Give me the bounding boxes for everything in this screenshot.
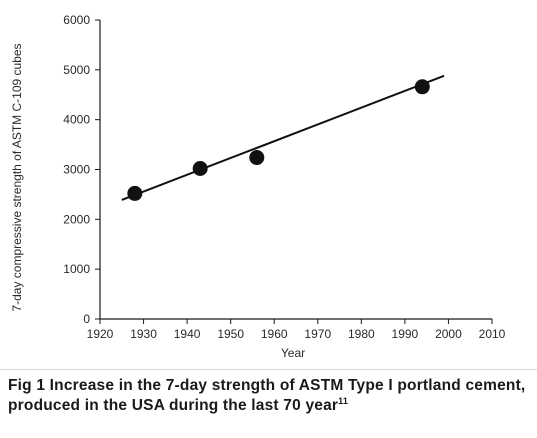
y-tick-label: 3000 (63, 163, 90, 177)
chart: 0 1000 2000 3000 4000 5000 6000 1920 1930 1940 195… (10, 13, 506, 360)
data-series (121, 74, 445, 201)
data-point (127, 185, 143, 201)
data-point (192, 161, 208, 177)
caption-divider (0, 369, 537, 370)
ticks: 0 1000 2000 3000 4000 5000 6000 1920 1930 1940 195… (63, 13, 505, 341)
y-tick-label: 4000 (63, 113, 90, 127)
y-tick-label: 2000 (63, 212, 90, 226)
caption-reference: 11 (338, 395, 349, 406)
trend-line (121, 74, 445, 201)
x-tick-label: 1980 (348, 327, 375, 341)
y-axis-title: 7-day compressive strength of ASTM C-109… (10, 43, 24, 311)
y-tick-label: 0 (83, 312, 90, 326)
x-axis-title: Year (281, 346, 305, 360)
x-tick-label: 1950 (217, 327, 244, 341)
x-tick-label: 1990 (392, 327, 419, 341)
x-tick-label: 2010 (479, 327, 506, 341)
y-tick-label: 1000 (63, 262, 90, 276)
data-point (414, 79, 430, 95)
x-tick-label: 1970 (304, 327, 331, 341)
y-tick-label: 5000 (63, 63, 90, 77)
y-tick-label: 6000 (63, 13, 90, 27)
x-tick-label: 1960 (261, 327, 288, 341)
x-tick-label: 2000 (435, 327, 462, 341)
x-tick-label: 1930 (130, 327, 157, 341)
x-tick-label: 1920 (87, 327, 114, 341)
data-point (249, 150, 265, 166)
axes (99, 20, 492, 320)
caption-text: Fig 1 Increase in the 7-day strength of … (8, 377, 526, 414)
x-tick-label: 1940 (174, 327, 201, 341)
figure-caption: Fig 1 Increase in the 7-day strength of … (8, 376, 528, 415)
